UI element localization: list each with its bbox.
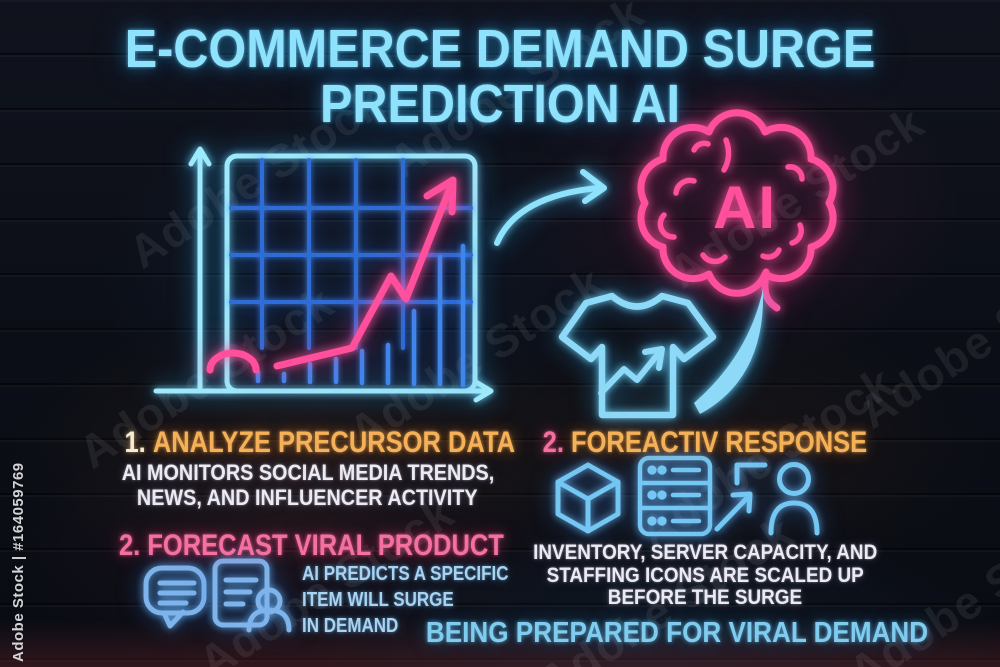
body-line: AI PREDICTS A SPECIFIC <box>302 563 509 585</box>
step-title: FOREACTIV RESPONSE <box>571 426 868 459</box>
body-line: STAFFING ICONS ARE SCALED UP <box>546 563 864 587</box>
brain-squiggles <box>657 137 805 265</box>
line-chart-icon <box>153 146 494 403</box>
scale-up-arrow-icon <box>714 462 768 532</box>
chart-frame <box>224 153 478 394</box>
step-title: ANALYZE PRECURSOR DATA <box>152 426 516 459</box>
chat-bubble-icon <box>143 565 207 629</box>
heading-wrap: 1. ANALYZE PRECURSOR DATA <box>124 426 515 460</box>
brain-ai-label: AI <box>713 174 777 241</box>
footer-tagline: BEING PREPARED FOR VIRAL DEMAND <box>398 617 928 650</box>
step-number: 1. <box>124 426 146 459</box>
box-icon <box>555 462 621 534</box>
tshirt-arrowhead <box>642 346 665 371</box>
brain-outline <box>637 109 837 297</box>
tshirt-outline <box>558 292 717 419</box>
section-response-body: INVENTORY, SERVER CAPACITY, AND STAFFING… <box>495 541 915 610</box>
chart-grid <box>229 158 473 350</box>
forecast-icons-row <box>143 558 292 633</box>
body-line: BEFORE THE SURGE <box>607 586 803 609</box>
response-icons-row <box>555 455 820 537</box>
body-line: NEWS, AND INFLUENCER ACTIVITY <box>137 485 478 510</box>
body-line: IN DEMAND <box>302 615 399 637</box>
footer-text: BEING PREPARED FOR VIRAL DEMAND <box>425 617 929 649</box>
brain-stem <box>761 268 781 312</box>
section-forecast-heading: 2. FORECAST VIRAL PRODUCT <box>85 529 505 563</box>
body-line: INVENTORY, SERVER CAPACITY, AND <box>532 541 878 564</box>
step-number: 2. <box>542 426 565 459</box>
step-title: FORECAST VIRAL PRODUCT <box>147 529 504 562</box>
section-forecast-body: AI PREDICTS A SPECIFIC ITEM WILL SURGE I… <box>302 561 532 639</box>
server-icon <box>637 455 713 537</box>
title-line2: PREDICTION AI <box>319 74 681 134</box>
heading-wrap: 2. FORECAST VIRAL PRODUCT <box>119 529 504 563</box>
step-number: 2. <box>118 529 141 562</box>
page-title: E-COMMERCE DEMAND SURGE PREDICTION AI <box>0 22 1000 132</box>
chart-axes <box>153 146 494 403</box>
trend-arrowhead <box>423 176 457 216</box>
swoosh-arrow-icon <box>694 289 764 414</box>
section-response-heading: 2. FOREACTIV RESPONSE <box>490 426 920 460</box>
person-icon <box>768 462 820 536</box>
body-line: ITEM WILL SURGE <box>302 589 454 611</box>
document-person-icon <box>212 558 292 633</box>
body-line: AI MONITORS SOCIAL MEDIA TRENDS, <box>121 460 494 485</box>
title-line1: E-COMMERCE DEMAND SURGE <box>124 19 876 79</box>
section-analyze-body: AI MONITORS SOCIAL MEDIA TRENDS, NEWS, A… <box>85 460 530 510</box>
heading-wrap: 2. FOREACTIV RESPONSE <box>543 426 868 460</box>
section-analyze-heading: 1. ANALYZE PRECURSOR DATA <box>90 426 520 460</box>
brain-ai-icon: AI <box>637 109 837 312</box>
curved-arrow-icon <box>494 169 607 246</box>
surge-trend-line <box>206 176 457 374</box>
tshirt-trend-icon <box>558 292 717 419</box>
chart-bars <box>255 243 466 388</box>
tshirt-trend-arrow <box>598 351 661 396</box>
